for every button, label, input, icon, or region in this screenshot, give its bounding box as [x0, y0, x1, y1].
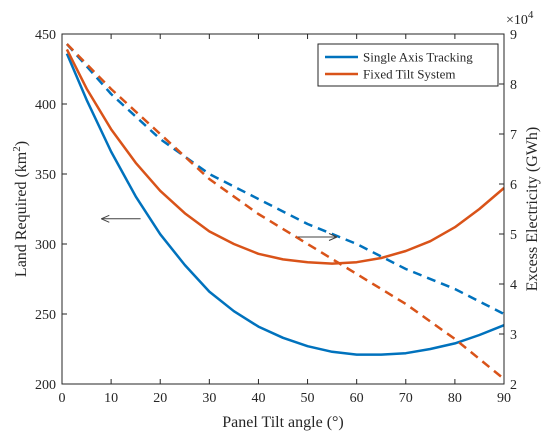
- x-tick-label: 70: [399, 391, 413, 406]
- right-y-tick-label: 2: [510, 378, 517, 393]
- right-y-tick-label: 6: [510, 178, 517, 193]
- legend: Single Axis Tracking Fixed Tilt System: [318, 44, 498, 86]
- left-y-tick-label: 400: [35, 98, 56, 113]
- right-y-tick-label: 9: [510, 28, 517, 43]
- left-y-tick-label: 450: [35, 28, 56, 43]
- left-y-tick-label: 250: [35, 308, 56, 323]
- x-axis-label: Panel Tilt angle (°): [222, 414, 344, 431]
- left-y-axis-label-text: Land Required (km: [13, 151, 30, 277]
- left-y-tick-label: 350: [35, 168, 56, 183]
- right-y-tick-label: 3: [510, 328, 517, 343]
- legend-label-fixed-tilt-system: Fixed Tilt System: [363, 67, 455, 82]
- x-tick-label: 80: [448, 391, 462, 406]
- x-tick-label: 20: [153, 391, 167, 406]
- right-y-tick-label: 8: [510, 78, 517, 93]
- left-y-tick-label: 200: [35, 378, 56, 393]
- right-axis-multiplier-exponent: 4: [528, 9, 534, 21]
- x-tick-label: 50: [301, 391, 315, 406]
- x-tick-label: 40: [251, 391, 265, 406]
- series-line-single-axis-tracking-left: [67, 54, 504, 355]
- right-y-axis-label: Excess Electricity (GWh): [524, 127, 541, 291]
- series-layer: [67, 44, 504, 379]
- right-y-tick-label: 4: [510, 278, 517, 293]
- right-axis-multiplier-base: ×10: [506, 13, 528, 28]
- left-y-axis-label-close: ): [13, 141, 30, 146]
- right-axis-multiplier: ×104: [506, 9, 534, 28]
- x-tick-label: 90: [497, 391, 511, 406]
- x-tick-label: 60: [350, 391, 364, 406]
- legend-label-single-axis-tracking: Single Axis Tracking: [363, 50, 473, 65]
- right-y-tick-label: 7: [510, 128, 517, 143]
- right-y-tick-label: 5: [510, 228, 517, 243]
- left-y-axis-label: Land Required (km2): [11, 141, 30, 277]
- x-tick-label: 0: [59, 391, 66, 406]
- left-y-tick-label: 300: [35, 238, 56, 253]
- x-tick-label: 10: [104, 391, 118, 406]
- x-tick-label: 30: [202, 391, 216, 406]
